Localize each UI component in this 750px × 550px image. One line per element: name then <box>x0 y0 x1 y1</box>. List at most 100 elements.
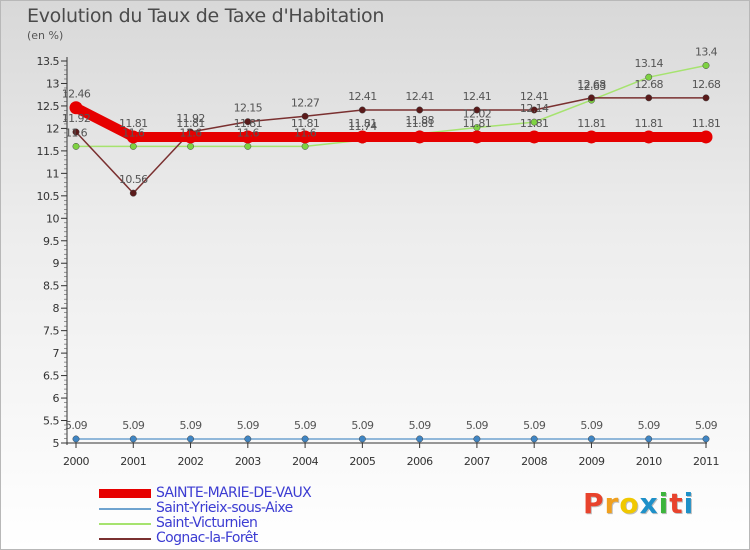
data-point <box>244 142 252 150</box>
data-label: 12.27 <box>291 96 320 109</box>
data-label: 11.81 <box>692 117 721 130</box>
data-label: 5.09 <box>179 419 202 432</box>
series-line-0 <box>71 102 711 142</box>
data-point <box>298 130 312 144</box>
x-tick-label: 2005 <box>349 455 375 468</box>
data-point <box>642 130 656 144</box>
x-tick-label: 2008 <box>521 455 547 468</box>
data-label: 12.41 <box>405 90 434 103</box>
x-tick-label: 2010 <box>636 455 662 468</box>
legend-label: SAINTE-MARIE-DE-VAUX <box>156 485 312 501</box>
data-point <box>301 435 309 443</box>
data-label: 11.81 <box>577 117 606 130</box>
data-label: 11.81 <box>119 117 148 130</box>
data-label: 11.81 <box>634 117 663 130</box>
data-point <box>244 435 252 443</box>
x-tick-label: 2009 <box>578 455 604 468</box>
y-tick-label: 9 <box>53 257 60 270</box>
data-point <box>72 142 80 150</box>
data-point <box>645 435 653 443</box>
y-tick-label: 7.5 <box>43 325 59 338</box>
data-label: 12.41 <box>463 90 492 103</box>
data-point <box>126 130 140 144</box>
data-point <box>301 112 309 120</box>
data-point <box>584 130 598 144</box>
data-point <box>187 142 194 150</box>
data-label: 5.09 <box>466 419 489 432</box>
data-label: 12.68 <box>577 78 606 91</box>
data-label: 11.92 <box>176 112 205 125</box>
data-label: 12.68 <box>634 78 663 91</box>
data-label: 11.81 <box>348 117 377 130</box>
data-label: 13.4 <box>695 45 718 58</box>
data-label: 11.6 <box>122 126 145 139</box>
y-tick-label: 13 <box>46 77 59 90</box>
data-point <box>699 130 713 144</box>
data-point <box>645 94 653 102</box>
y-tick-label: 12.5 <box>37 100 60 113</box>
x-tick-label: 2000 <box>63 455 89 468</box>
data-label: 11.6 <box>237 126 260 139</box>
data-label: 11.81 <box>520 117 549 130</box>
y-tick-label: 13.5 <box>37 55 60 68</box>
data-point <box>72 435 80 443</box>
legend-swatch <box>99 522 151 525</box>
data-label: 5.09 <box>294 419 317 432</box>
data-point <box>588 435 595 443</box>
data-label: 11.81 <box>176 117 205 130</box>
data-label: 11.74 <box>348 120 377 133</box>
data-label: 5.09 <box>580 419 603 432</box>
data-point <box>473 106 481 114</box>
y-tick-label: 10 <box>46 212 59 225</box>
data-label: 5.09 <box>638 419 661 432</box>
data-label: 5.09 <box>65 419 88 432</box>
y-tick-label: 5.5 <box>43 415 59 428</box>
data-point <box>301 142 309 150</box>
data-label: 12.63 <box>577 80 606 93</box>
data-label: 10.56 <box>119 173 148 186</box>
data-point <box>187 435 194 443</box>
data-label: 12.14 <box>520 102 549 115</box>
data-point <box>72 128 80 136</box>
data-label: 12.41 <box>348 90 377 103</box>
legend-swatch <box>99 507 151 510</box>
data-point <box>645 73 653 81</box>
data-label: 5.09 <box>523 419 546 432</box>
unit-label: (en %) <box>27 29 64 42</box>
data-point <box>358 435 366 443</box>
data-label: 12.02 <box>463 108 492 121</box>
x-tick-label: 2004 <box>292 455 318 468</box>
legend-label: Saint-Victurnien <box>156 515 258 531</box>
data-point <box>413 130 427 144</box>
data-label: 12.41 <box>520 90 549 103</box>
data-point <box>129 435 137 443</box>
data-label: 11.81 <box>291 117 320 130</box>
data-point <box>244 118 252 126</box>
data-label: 11.6 <box>65 126 88 139</box>
chart-title: Evolution du Taux de Taxe d'Habitation <box>27 5 385 27</box>
data-label: 11.81 <box>463 117 492 130</box>
y-tick-label: 10.5 <box>37 190 60 203</box>
data-point <box>527 130 541 144</box>
data-point <box>530 435 538 443</box>
y-tick-label: 5 <box>53 437 60 450</box>
data-point <box>129 142 137 150</box>
data-label: 5.09 <box>237 419 260 432</box>
x-tick-label: 2006 <box>407 455 433 468</box>
data-label: 12.68 <box>692 78 721 91</box>
data-point <box>416 106 424 114</box>
legend-swatch <box>99 537 151 540</box>
y-tick-label: 8.5 <box>43 280 59 293</box>
data-label: 13.14 <box>634 57 663 70</box>
y-tick-label: 11.5 <box>37 145 60 158</box>
data-point <box>702 435 710 443</box>
proxiti-logo: Proxiti <box>583 487 695 520</box>
y-tick-label: 11 <box>46 167 59 180</box>
data-label: 5.09 <box>695 419 718 432</box>
y-tick-label: 6 <box>53 392 60 405</box>
data-point <box>702 62 710 69</box>
legend-label: Cognac-la-Forêt <box>156 530 258 546</box>
data-label: 5.09 <box>351 419 374 432</box>
